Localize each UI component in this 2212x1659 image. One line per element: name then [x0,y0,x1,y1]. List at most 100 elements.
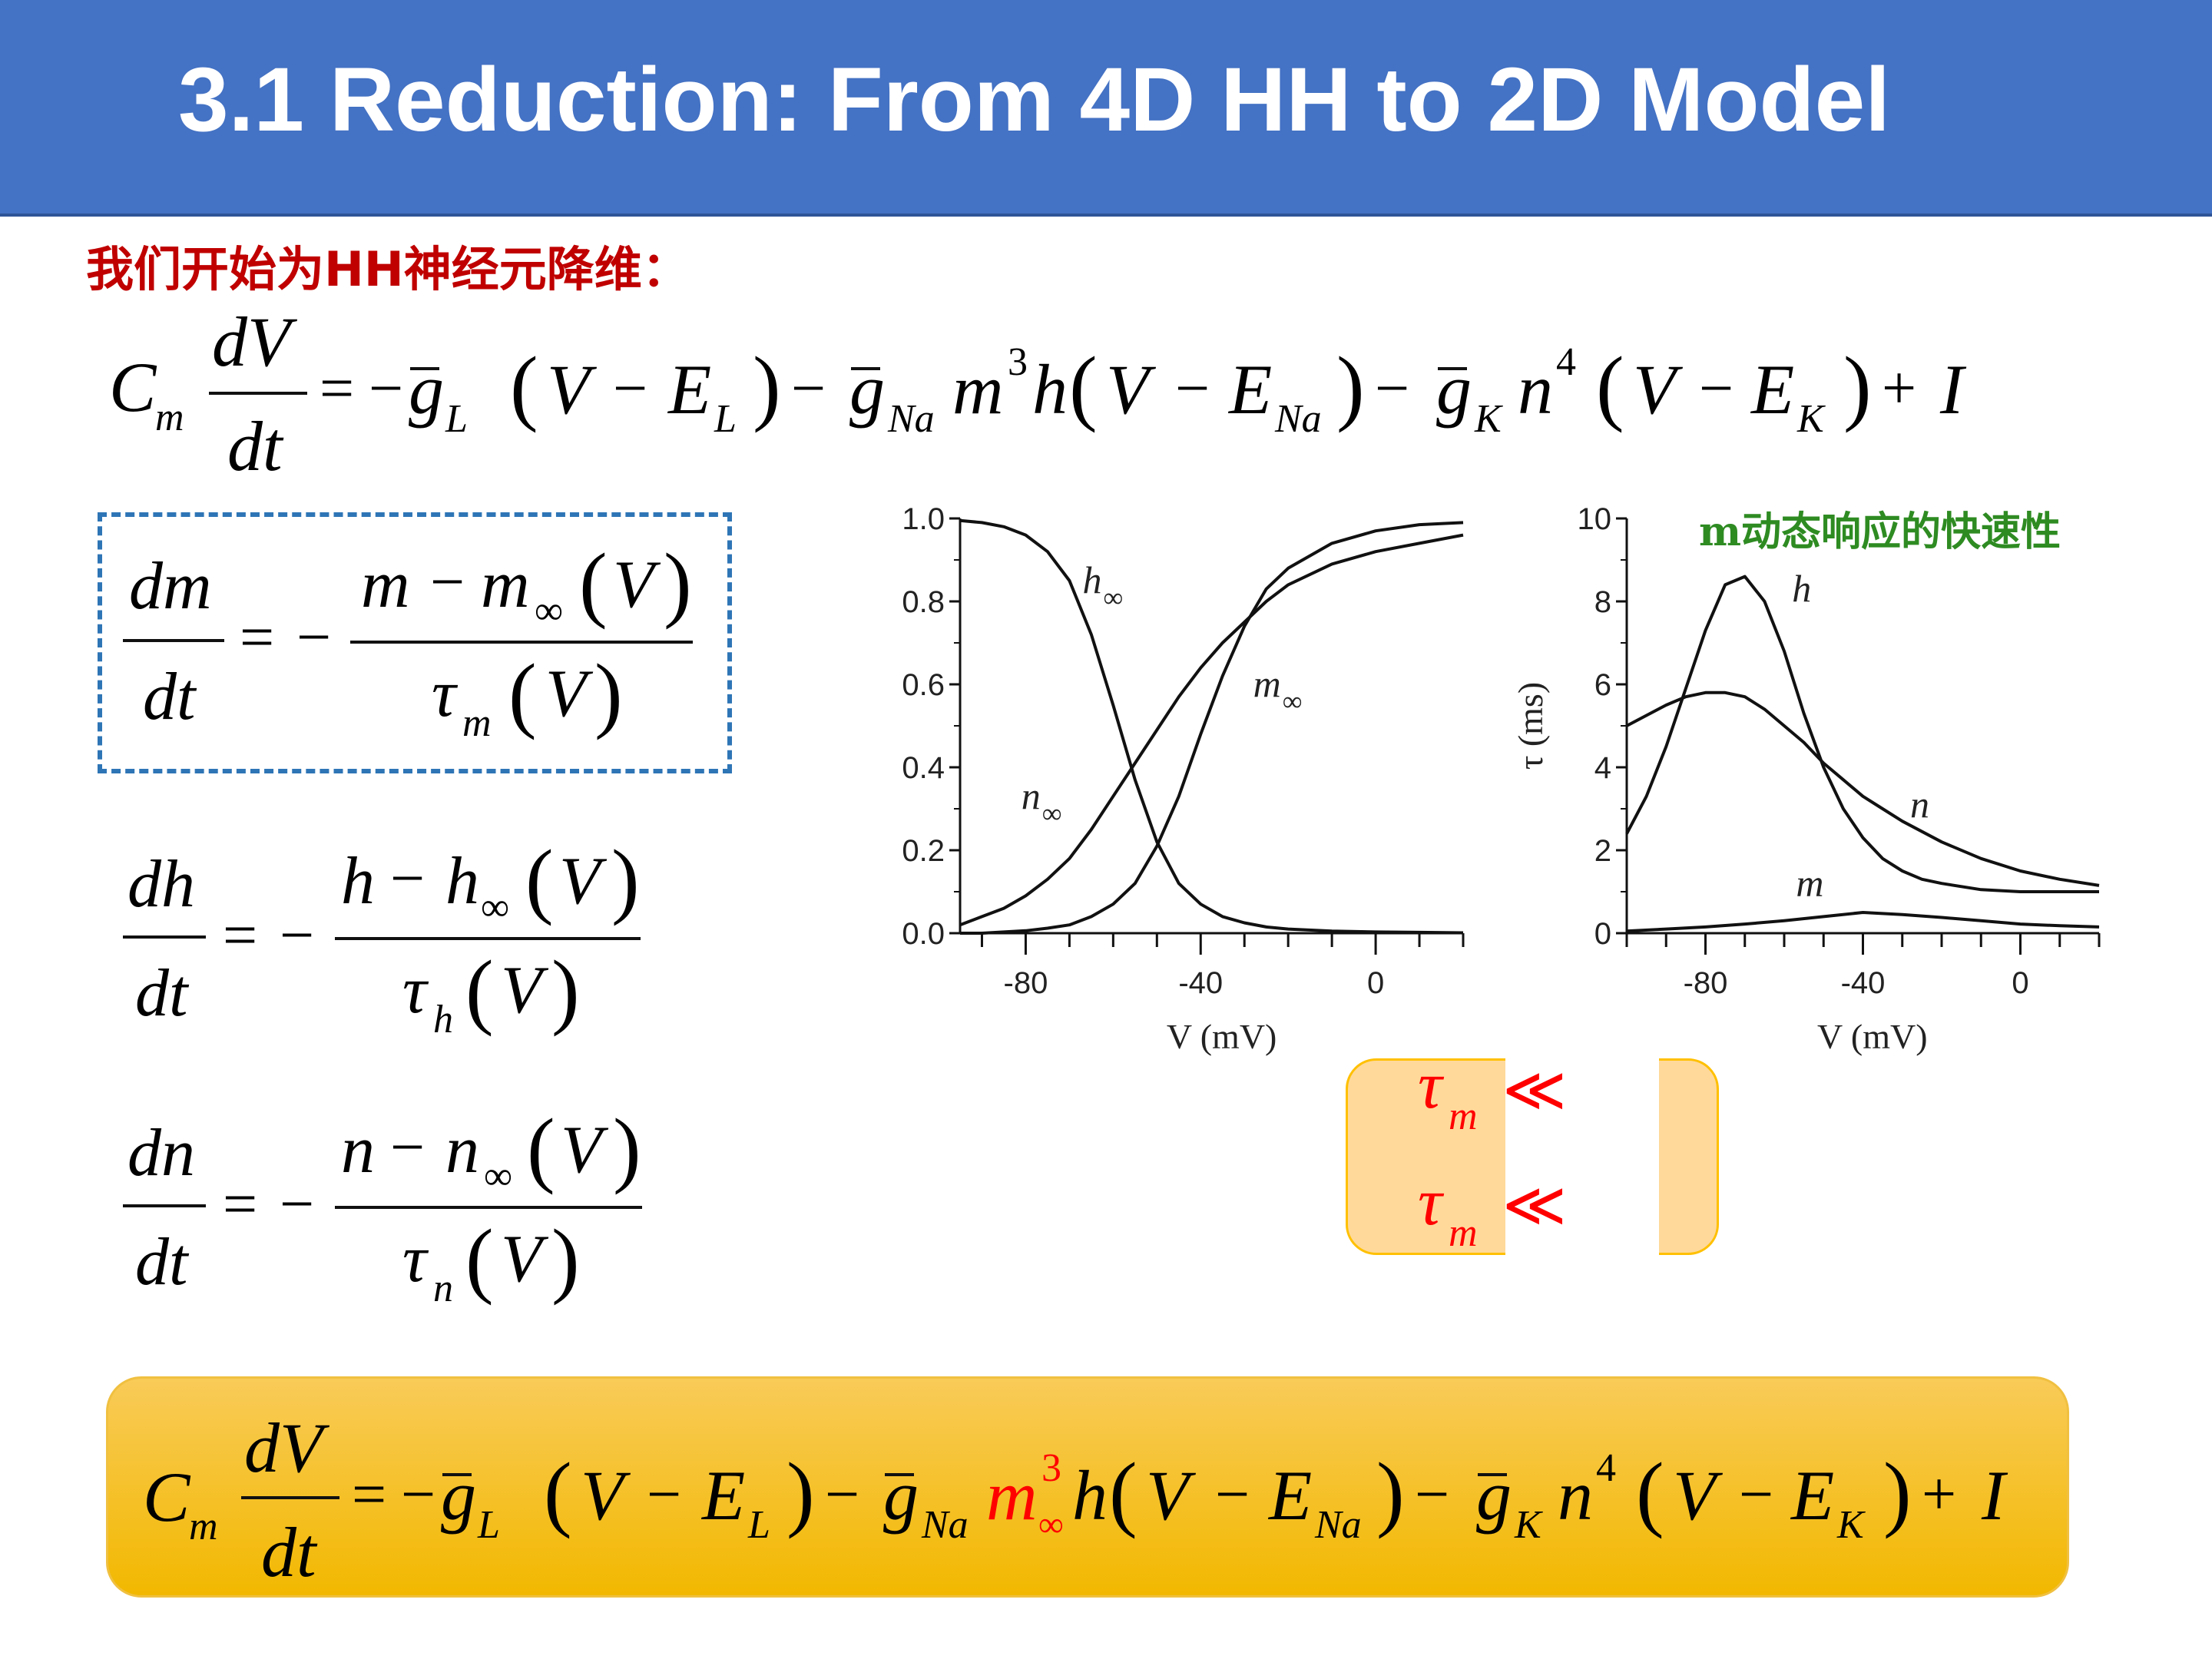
svg-text:g: g [1436,350,1472,429]
reduced-equation-box [106,1376,2069,1598]
series-line-m∞ [960,521,1464,935]
svg-text:−: − [1699,355,1734,422]
y-tick-label: 4 [1594,751,1611,785]
svg-text:n: n [1558,1456,1593,1535]
svg-text:I: I [1981,1456,2008,1535]
svg-text:dV: dV [212,303,298,381]
svg-text:∞: ∞ [484,1154,512,1198]
svg-text:=: = [320,355,354,422]
highlight-dashed-box [98,512,732,773]
svg-text:Na: Na [887,397,935,441]
x-tick-label: -40 [1841,966,1886,1000]
svg-text:∞: ∞ [481,886,509,929]
y-tick-label: 10 [1578,502,1612,536]
svg-text:g: g [409,350,444,429]
svg-text:−: − [613,355,647,422]
svg-text:m: m [189,1505,218,1548]
svg-text:g: g [883,1456,919,1535]
svg-text:): ) [1336,339,1365,433]
svg-text:m: m [1449,1211,1478,1255]
svg-text:−: − [369,355,403,422]
svg-text:(: ( [1109,1445,1137,1539]
y-tick-label: 2 [1594,834,1611,868]
svg-text:dt: dt [261,1513,318,1591]
series-label-m∞: m∞ [1253,662,1303,717]
equation-main-reduced: C m dV dt = − g L ( V − E L ) − g Na m 3… [143,1409,2008,1591]
svg-text:m: m [986,1456,1037,1535]
svg-text:−: − [825,1461,859,1528]
y-tick-label: 8 [1594,585,1611,619]
svg-text:K: K [1836,1503,1866,1547]
svg-text:−: − [280,902,314,969]
series-label-n∞: n∞ [1022,774,1062,829]
svg-text:V: V [559,844,608,919]
y-tick-label: 0.6 [902,668,945,702]
svg-text:L: L [477,1503,500,1547]
svg-text:Na: Na [1274,397,1322,441]
svg-text:m: m [481,548,530,622]
series-label-m: m [1796,861,1823,904]
svg-text:3: 3 [1008,340,1028,384]
equation-dn: dn dt = − n − n ∞ ( V ) τ n ( V ) [123,1101,642,1310]
svg-text:τ: τ [1418,1165,1445,1240]
y-tick-label: 6 [1594,668,1611,702]
svg-text:−: − [1415,1461,1449,1528]
svg-text:−: − [401,1461,435,1528]
equation-main-top: C m dV dt = − g L ( V − E L ) − g Na m 3… [109,303,1967,485]
svg-text:n: n [445,1113,479,1187]
svg-text:h: h [341,844,375,919]
svg-text:(: ( [1069,339,1098,433]
svg-text:−: − [1175,355,1210,422]
x-tick-label: -80 [1684,966,1728,1000]
svg-text:): ) [786,1445,815,1539]
svg-text:n: n [341,1113,375,1187]
svg-text:4: 4 [1596,1446,1616,1490]
svg-text:−: − [647,1461,681,1528]
svg-text:dm: dm [129,549,212,624]
series-label-h∞: h∞ [1082,558,1123,613]
svg-text:=: = [352,1461,386,1528]
svg-text:Na: Na [1314,1503,1362,1547]
comparison-box-cutout [1505,1054,1659,1260]
x-axis-label: V (mV) [1817,1017,1928,1056]
svg-text:L: L [747,1503,770,1547]
svg-text:): ) [613,1101,641,1195]
svg-text:dt: dt [227,407,284,485]
y-tick-label: 0.8 [902,585,945,619]
svg-text:): ) [611,833,640,926]
svg-text:V: V [501,1222,549,1296]
svg-text:E: E [1750,350,1794,429]
y-tick-label: 0.2 [902,834,945,868]
svg-text:V: V [581,1456,631,1535]
svg-text:−: − [280,1171,314,1238]
svg-text:dh: dh [127,847,195,922]
time-constant-chart: 0 2 4 6 8 10 -80 -40 0 V (mV) τ (ms) h n m [1511,502,2101,1056]
svg-text:−: − [390,1114,425,1181]
y-tick-label: 1.0 [902,502,945,536]
svg-text:g: g [441,1456,476,1535]
svg-text:(: ( [544,1445,572,1539]
svg-text:E: E [700,1456,745,1535]
slide-title: 3.1 Reduction: From 4D HH to 2D Model [178,49,1891,151]
slide-subtitle: 我们开始为HH神经元降维： [86,241,690,297]
svg-text:4: 4 [1556,340,1576,384]
svg-text:): ) [551,1212,580,1306]
svg-text:h: h [1072,1456,1108,1535]
svg-text:): ) [1376,1445,1405,1539]
x-axis-label: V (mV) [1167,1017,1277,1056]
svg-text:(: ( [465,1212,494,1306]
y-tick-label: 0.4 [902,751,945,785]
svg-text:n: n [433,1267,453,1310]
svg-text:τ: τ [402,1222,429,1296]
svg-text:dt: dt [135,1225,190,1300]
svg-text:E: E [667,350,711,429]
svg-text:Na: Na [921,1503,969,1547]
steady-state-chart: 0.0 0.2 0.4 0.6 0.8 1.0 -80 -40 0 V (mV) h∞ n∞ m∞ [902,502,1465,1056]
svg-text:dt: dt [135,956,190,1031]
svg-text:m: m [462,701,492,745]
svg-text:E: E [1790,1456,1834,1535]
svg-text:K: K [1514,1503,1543,1547]
svg-text:C: C [109,348,157,426]
svg-text:K: K [1474,397,1503,441]
